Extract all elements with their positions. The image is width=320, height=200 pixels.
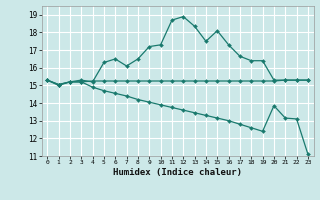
- X-axis label: Humidex (Indice chaleur): Humidex (Indice chaleur): [113, 168, 242, 177]
